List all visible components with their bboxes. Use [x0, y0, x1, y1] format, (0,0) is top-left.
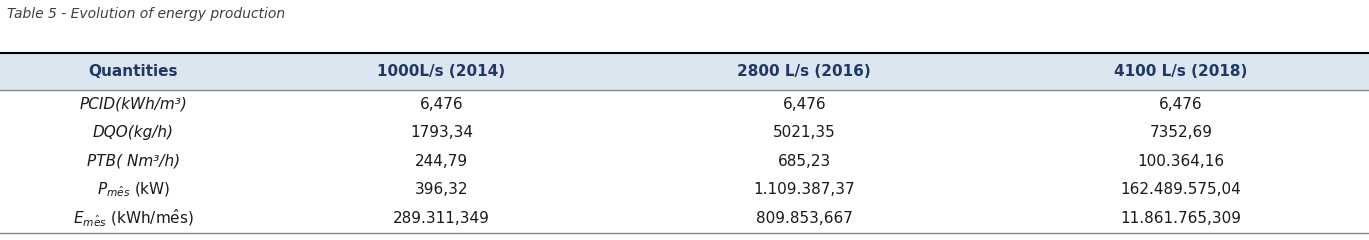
Text: 685,23: 685,23	[778, 154, 831, 169]
Text: Quantities: Quantities	[89, 64, 178, 79]
Text: 809.853,667: 809.853,667	[756, 211, 853, 226]
Text: 289.311,349: 289.311,349	[393, 211, 490, 226]
Text: $\mathit{P}_{m\hat{e}s}$ $\mathrm{(kW)}$: $\mathit{P}_{m\hat{e}s}$ $\mathrm{(kW)}$	[97, 181, 170, 199]
Text: 6,476: 6,476	[1160, 97, 1202, 112]
Text: 1.109.387,37: 1.109.387,37	[753, 182, 856, 198]
Text: 7352,69: 7352,69	[1149, 125, 1213, 140]
Text: DQO(kg/h): DQO(kg/h)	[93, 125, 174, 140]
Text: 162.489.575,04: 162.489.575,04	[1120, 182, 1242, 198]
Text: 1793,34: 1793,34	[409, 125, 474, 140]
Text: 4100 L/s (2018): 4100 L/s (2018)	[1114, 64, 1247, 79]
Bar	[0, 53, 1369, 90]
Text: PTB( Nm³/h): PTB( Nm³/h)	[86, 154, 181, 169]
Text: 11.861.765,309: 11.861.765,309	[1120, 211, 1242, 226]
Text: 100.364,16: 100.364,16	[1138, 154, 1224, 169]
Text: 6,476: 6,476	[420, 97, 463, 112]
Text: 396,32: 396,32	[415, 182, 468, 198]
Text: $\mathit{E}_{m\hat{e}s}$ $\mathrm{(kWh/m\hat{e}s)}$: $\mathit{E}_{m\hat{e}s}$ $\mathrm{(kWh/m…	[73, 208, 194, 229]
Text: 5021,35: 5021,35	[773, 125, 835, 140]
Text: PCID(kWh/m³): PCID(kWh/m³)	[79, 97, 188, 112]
Text: 2800 L/s (2016): 2800 L/s (2016)	[738, 64, 871, 79]
Text: 244,79: 244,79	[415, 154, 468, 169]
Text: Table 5 - Evolution of energy production: Table 5 - Evolution of energy production	[7, 7, 285, 21]
Text: 1000L/s (2014): 1000L/s (2014)	[378, 64, 505, 79]
Text: 6,476: 6,476	[783, 97, 826, 112]
